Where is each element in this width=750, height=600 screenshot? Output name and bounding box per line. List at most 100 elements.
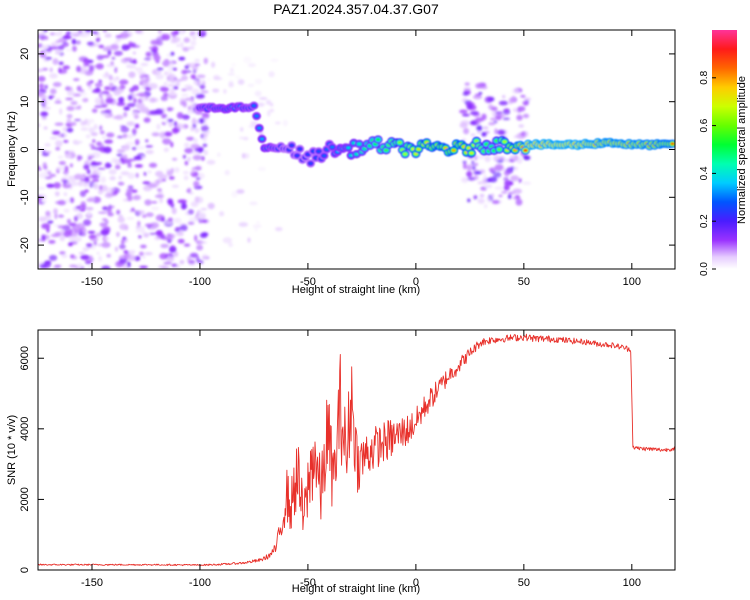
spectrogram-y-tick-label: -10 — [19, 189, 31, 205]
noise-blob — [106, 132, 115, 138]
noise-blob — [509, 155, 519, 161]
noise-blob — [154, 194, 165, 199]
noise-blob — [475, 83, 483, 89]
noise-blob — [119, 125, 127, 128]
noise-blob — [513, 166, 519, 171]
noise-blob — [154, 235, 161, 241]
noise-blob — [179, 260, 185, 265]
noise-blob — [136, 210, 145, 215]
spectrogram-y-tick-label: -20 — [19, 237, 31, 253]
noise-blob — [157, 188, 162, 192]
noise-blob — [168, 234, 175, 241]
noise-blob — [190, 126, 195, 132]
noise-blob — [459, 122, 468, 129]
noise-blob — [518, 178, 522, 183]
noise-blob — [466, 171, 473, 178]
noise-blob — [495, 111, 504, 115]
noise-blob — [126, 217, 135, 220]
noise-blob — [119, 258, 128, 264]
noise-blob — [38, 123, 41, 128]
noise-blob — [116, 153, 123, 157]
noise-blob — [459, 109, 468, 114]
noise-blob — [43, 51, 51, 55]
noise-blob — [200, 90, 209, 94]
noise-blob — [128, 41, 133, 47]
noise-blob — [144, 199, 152, 206]
noise-blob — [65, 97, 74, 101]
noise-blob — [169, 60, 174, 67]
noise-blob — [164, 71, 168, 76]
noise-blob — [240, 127, 244, 132]
noise-blob — [52, 130, 61, 135]
noise-blob — [170, 51, 175, 56]
noise-blob — [85, 207, 94, 211]
noise-blob — [194, 128, 200, 133]
noise-blob — [176, 124, 186, 130]
noise-blob — [110, 61, 114, 66]
noise-blob — [49, 67, 53, 73]
noise-blob — [161, 113, 168, 119]
noise-blob — [269, 108, 274, 113]
noise-blob — [93, 240, 97, 247]
noise-blob — [83, 181, 89, 188]
noise-blob — [155, 230, 163, 236]
noise-blob — [196, 74, 206, 79]
noise-blob — [163, 147, 169, 152]
noise-blob — [275, 227, 283, 232]
noise-blob — [121, 44, 130, 51]
noise-blob — [219, 211, 225, 217]
noise-blob — [174, 38, 180, 41]
noise-blob — [107, 49, 112, 56]
noise-blob — [237, 79, 245, 85]
noise-blob — [54, 32, 63, 36]
noise-blob — [169, 245, 176, 252]
noise-blob — [470, 111, 479, 116]
noise-blobs — [38, 30, 532, 269]
noise-blob — [503, 184, 510, 191]
noise-blob — [155, 74, 164, 80]
noise-blob — [84, 30, 92, 33]
noise-blob — [522, 101, 529, 105]
noise-blob — [108, 74, 113, 81]
noise-blob — [38, 216, 48, 222]
noise-blob — [160, 86, 169, 92]
noise-blob — [501, 191, 508, 194]
noise-blob — [76, 212, 83, 220]
noise-blob — [92, 196, 101, 204]
noise-blob — [84, 118, 88, 122]
noise-blob — [180, 41, 184, 49]
noise-blob — [76, 140, 83, 144]
noise-blob — [123, 106, 130, 111]
noise-blob — [472, 95, 483, 100]
noise-blob — [211, 61, 216, 68]
noise-blob — [145, 51, 152, 57]
noise-blob — [497, 129, 506, 136]
noise-blob — [114, 164, 121, 170]
track-core — [289, 144, 294, 147]
noise-blob — [183, 175, 189, 181]
noise-blob — [130, 44, 141, 48]
noise-blob — [190, 40, 197, 47]
noise-blob — [76, 40, 81, 45]
noise-blob — [187, 209, 194, 215]
noise-blob — [94, 171, 102, 175]
track-core — [368, 144, 372, 147]
noise-blob — [121, 239, 125, 245]
noise-blob — [54, 191, 60, 197]
noise-blob — [83, 164, 90, 170]
noise-blob — [122, 144, 130, 151]
noise-blob — [192, 64, 199, 71]
noise-blob — [223, 89, 227, 94]
noise-blob — [128, 71, 136, 78]
noise-blob — [119, 32, 129, 39]
noise-blob — [190, 74, 196, 79]
noise-blob — [161, 121, 167, 126]
noise-blob — [38, 33, 41, 40]
noise-blob — [96, 141, 102, 147]
colorbar-tick-label: 0.8 — [699, 70, 710, 84]
noise-blob — [231, 62, 237, 67]
noise-blob — [498, 100, 508, 106]
noise-blob — [127, 65, 136, 69]
noise-blob — [84, 261, 92, 265]
track-core — [384, 149, 389, 152]
